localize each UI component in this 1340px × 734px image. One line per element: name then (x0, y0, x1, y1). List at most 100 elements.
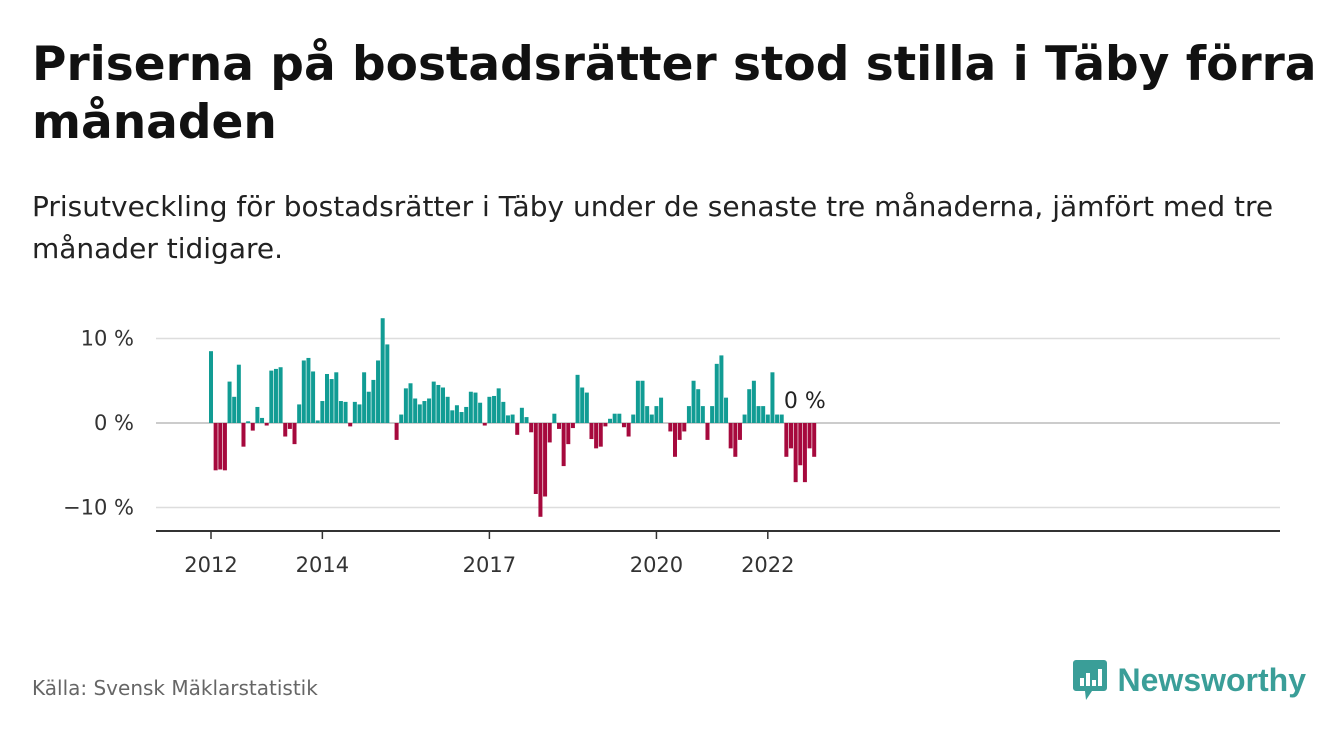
bar (399, 414, 404, 423)
bar (673, 423, 677, 457)
bar (348, 423, 353, 427)
bar (320, 401, 325, 423)
bar (733, 423, 738, 457)
bar (357, 404, 362, 423)
bar (501, 401, 506, 424)
bar (761, 406, 766, 423)
bar (756, 406, 761, 423)
bar (812, 423, 817, 457)
bar (784, 423, 789, 457)
bar (301, 360, 306, 423)
y-tick-label: −10 % (63, 496, 134, 520)
bar (492, 395, 497, 423)
bar (283, 423, 288, 437)
bar (686, 406, 691, 423)
bar (547, 423, 552, 443)
bar (255, 406, 260, 423)
bar (724, 397, 729, 423)
bar (603, 423, 608, 427)
bar (431, 381, 436, 423)
bar (236, 364, 241, 423)
bar (515, 423, 520, 435)
bar (427, 398, 432, 423)
bar (264, 423, 269, 426)
bar (635, 380, 640, 423)
x-tick-label: 2022 (741, 553, 794, 577)
bar (292, 423, 297, 445)
bar (747, 389, 752, 423)
bar (459, 412, 464, 423)
brand-name: Newsworthy (1117, 661, 1306, 698)
chart-subtitle: Prisutveckling för bostadsrätter i Täby … (32, 190, 1274, 265)
bar (621, 423, 626, 428)
bar (719, 355, 724, 423)
bar (524, 417, 529, 423)
bar (496, 388, 501, 423)
bar (473, 392, 478, 423)
bar (543, 423, 548, 497)
bar (775, 414, 780, 423)
bar (557, 423, 561, 429)
bar (376, 360, 381, 423)
bar (705, 423, 710, 440)
bars (209, 318, 817, 517)
bar (594, 423, 599, 449)
bar (682, 423, 687, 432)
bar (742, 414, 747, 423)
bar (246, 421, 251, 423)
bar (710, 406, 715, 423)
bar (659, 397, 664, 423)
bar (529, 423, 534, 433)
bar (612, 413, 617, 423)
bar (505, 415, 510, 423)
bar (538, 423, 543, 517)
y-tick-label: 10 % (81, 327, 134, 351)
bar (464, 406, 469, 423)
bar (631, 414, 636, 423)
bar (608, 418, 613, 423)
bar (366, 391, 371, 423)
bar (770, 372, 775, 423)
bar (737, 423, 742, 440)
bar (441, 387, 445, 423)
x-tick-label: 2014 (296, 553, 349, 577)
bar (478, 402, 483, 423)
bar (450, 410, 455, 423)
bar (654, 406, 659, 423)
y-tick-label: 0 % (94, 411, 134, 435)
bar (570, 423, 575, 429)
bar (306, 357, 311, 423)
bar (222, 423, 227, 471)
bar (677, 423, 682, 440)
x-tick-label: 2017 (463, 553, 516, 577)
bar (700, 406, 705, 423)
latest-value-annotation: 0 % (784, 389, 826, 414)
x-tick-label: 2012 (184, 553, 237, 577)
bar (232, 396, 237, 424)
bar (714, 363, 719, 423)
bar (380, 318, 385, 423)
bar (728, 423, 733, 449)
bar (287, 423, 292, 429)
bar (789, 423, 793, 449)
bar (371, 379, 376, 423)
bar (751, 380, 756, 423)
bar (436, 384, 441, 423)
bar (297, 404, 302, 423)
bar (482, 423, 487, 426)
bar (352, 401, 357, 424)
bar (793, 423, 798, 483)
bar (566, 423, 571, 445)
bar (649, 414, 654, 423)
bar-chart: 10 % 0 % −10 % 2012 2014 2017 2020 2022 0 % (63, 318, 1280, 577)
bar (241, 423, 246, 447)
bar (798, 423, 803, 466)
bar (278, 367, 283, 423)
bar (640, 380, 645, 423)
bar (362, 372, 367, 423)
bar (454, 405, 459, 423)
bar (802, 423, 807, 483)
chart-title: Priserna på bostadsrätter stod stilla i … (32, 37, 1317, 150)
bar (343, 401, 348, 424)
bar (403, 388, 408, 423)
